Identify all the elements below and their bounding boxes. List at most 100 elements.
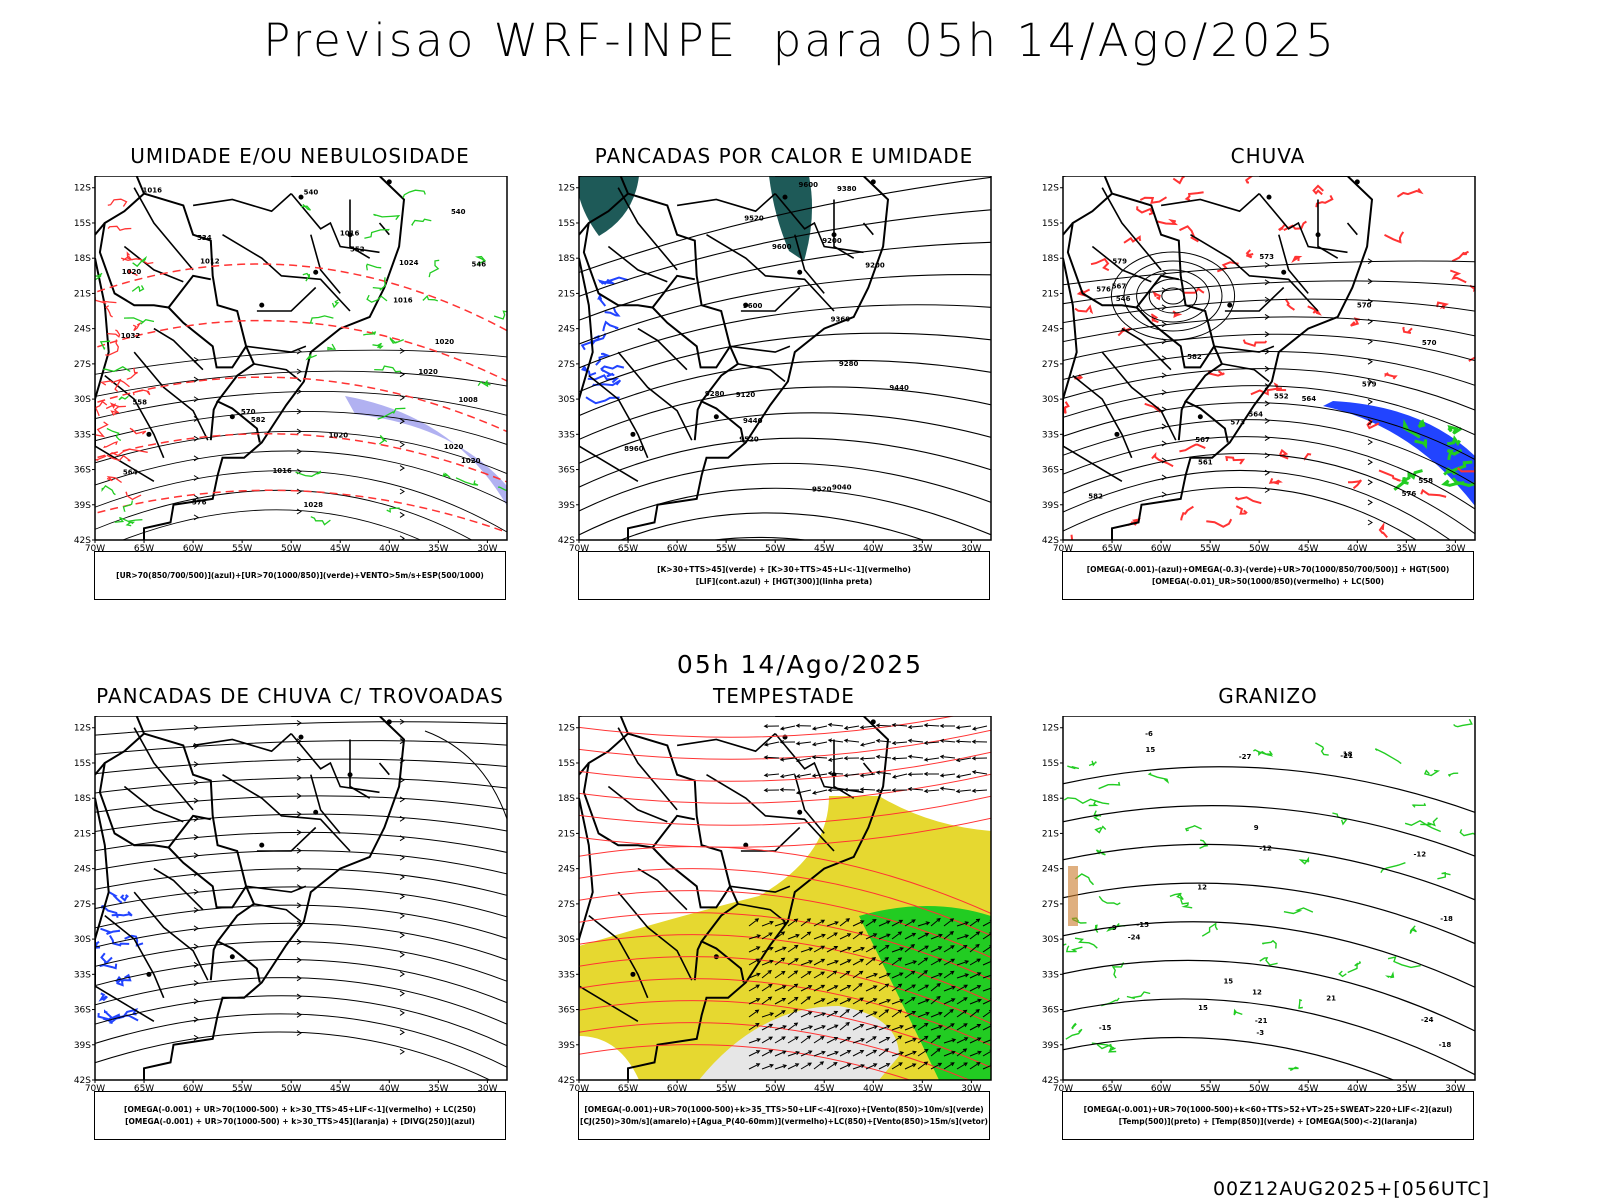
state-border [607, 785, 668, 823]
temp850-contour [1338, 970, 1347, 978]
omega-area-orange [1068, 866, 1078, 926]
wind-vector [956, 997, 968, 1005]
lat-tick-label: 27S [558, 360, 575, 370]
wind-vector [904, 919, 916, 927]
wind-vector [956, 1037, 969, 1044]
wind-vector [943, 1062, 955, 1070]
streamline [1063, 470, 1452, 540]
lon-tick-label: 55W [1200, 1084, 1220, 1094]
temp850-contour [1298, 856, 1310, 865]
contour-label: 18 [1343, 750, 1353, 758]
country-border [95, 222, 106, 236]
wind-vector [875, 770, 892, 775]
wind-vector [930, 972, 943, 979]
contour-label: 546 [1116, 295, 1131, 303]
wind-vector [795, 741, 812, 746]
lake-mark [630, 431, 636, 437]
lat-tick-label: 39S [1042, 1041, 1059, 1051]
lat-tick-label: 36S [1042, 466, 1059, 476]
contour-label: -18 [1439, 1041, 1452, 1049]
humidity-contour-green [118, 395, 129, 401]
lon-tick-label: 60W [1151, 544, 1171, 554]
stream-arrow [1367, 419, 1373, 425]
stream-arrow [296, 793, 302, 799]
wind-vector [904, 1050, 917, 1057]
state-border [794, 774, 825, 834]
panel-legend: [K>30+TTS>45](verde) + [K>30+TTS>45+LI<-… [578, 551, 990, 600]
map-content: 582 582 579 576 573 570 567 564 561 558 552 546 579 5… [1063, 176, 1475, 540]
wind-vector [800, 1011, 813, 1018]
wind-vector [917, 1022, 929, 1031]
state-border [737, 903, 786, 923]
contour-label: 564 [1302, 395, 1317, 403]
wind-vector [787, 918, 799, 927]
wind-vector [930, 917, 941, 927]
country-border [582, 732, 695, 849]
temp850-contour [1065, 1028, 1083, 1040]
lon-tick-label: 45W [330, 544, 350, 554]
lake-mark [313, 269, 319, 275]
wind-vector [982, 973, 991, 979]
wind-vector [904, 932, 917, 940]
wind-vector [811, 725, 828, 731]
panel-title: GRANIZO [1218, 684, 1318, 708]
map-content: 9600 9600 9600 9520 9520 9520 9440 9440 9380 9360… [579, 176, 991, 540]
streamline [95, 391, 507, 420]
wind-vector [779, 739, 796, 745]
state-border [1160, 193, 1260, 213]
contour-label: 9440 [889, 384, 909, 392]
contour-label: 567 [1112, 282, 1127, 290]
state-border [617, 727, 678, 811]
temp500-contour [1063, 921, 1475, 989]
contour-label: 576 [192, 498, 207, 506]
state-border [133, 351, 209, 441]
wind-vector [939, 773, 956, 778]
wind-vector [865, 985, 878, 992]
state-border [740, 826, 801, 852]
stream-arrow [193, 907, 199, 914]
stream-arrow [1161, 304, 1167, 311]
wind-vector [878, 933, 891, 940]
contour-label: -12 [1414, 850, 1427, 858]
humidity-contour-green [125, 521, 136, 527]
state-border [378, 762, 390, 776]
country-border [579, 176, 745, 443]
humidity-contour-green [364, 228, 390, 239]
stream-arrow [1264, 435, 1270, 442]
temp850-contour [1259, 957, 1278, 966]
lat-tick-label: 24S [74, 865, 91, 875]
wind-vector [826, 1037, 839, 1044]
thickness-contour-red [106, 476, 122, 484]
precip-area-red [1242, 339, 1268, 348]
lat-tick-label: 24S [74, 325, 91, 335]
precip-area-red [1090, 257, 1110, 272]
wind-vector [904, 997, 916, 1005]
humidity-contour-green [132, 255, 147, 268]
lon-tick-label: 55W [1200, 544, 1220, 554]
wind-vector [761, 983, 773, 992]
omega-area-green [1414, 439, 1428, 450]
stream-arrow [399, 1048, 405, 1055]
streamline-850 [579, 751, 991, 782]
lat-tick-label: 39S [74, 1041, 91, 1051]
map-frame [1062, 716, 1476, 1081]
lon-tick-label: 50W [281, 1084, 301, 1094]
omega-area-green [1447, 424, 1463, 435]
state-border [579, 445, 639, 482]
streamline [95, 777, 507, 794]
wind-vector [813, 1012, 827, 1018]
lifted-index-contour [581, 364, 597, 377]
humidity-contour-green [475, 255, 487, 265]
state-border [133, 891, 209, 981]
streamline-850 [579, 912, 991, 981]
wind-vector [956, 921, 970, 927]
wind-vector [839, 918, 851, 927]
precip-area-red [1304, 453, 1312, 462]
precip-area-red [1139, 196, 1168, 205]
wind-vector [917, 1035, 929, 1044]
lat-tick-label: 27S [1042, 360, 1059, 370]
wind-vector [748, 1009, 760, 1018]
wind-vector [800, 985, 813, 992]
wind-vector [891, 773, 908, 779]
stream-arrow [399, 815, 405, 822]
